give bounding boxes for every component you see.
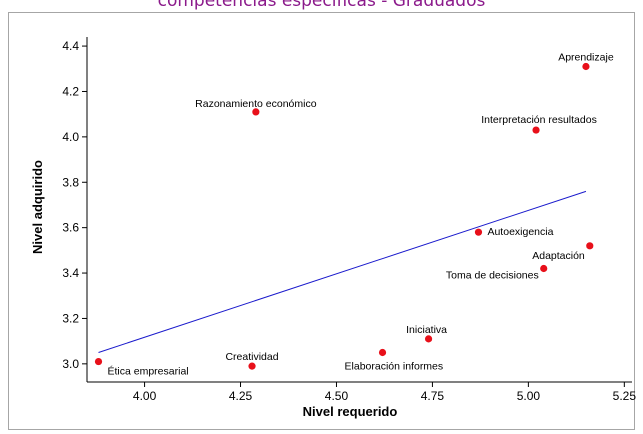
data-point-label: Toma de decisiones (446, 270, 539, 282)
points-group: Aprendizaje Razonamiento económico Interpr… (94, 52, 614, 378)
x-tick-label: 4.50 (325, 389, 349, 403)
data-point-label: Elaboración informes (345, 360, 444, 372)
axes: 4.00 4.25 4.50 4.75 5.00 5.25 3.0 3.2 3.4 3.6 3.8 4… (62, 37, 636, 403)
y-tick-label: 3.2 (62, 311, 79, 325)
x-tick-label: 5.00 (517, 389, 541, 403)
data-point-label: Autoexigencia (487, 226, 553, 238)
data-point (94, 357, 103, 366)
x-tick-label: 4.75 (421, 389, 445, 403)
y-tick-label: 3.6 (62, 221, 79, 235)
data-point (252, 108, 260, 116)
y-tick-label: 3.4 (62, 266, 79, 280)
data-point (474, 228, 483, 236)
y-tick-label: 4.4 (62, 39, 79, 53)
x-tick-label: 4.00 (133, 389, 157, 403)
data-point-label: Creatividad (225, 351, 278, 363)
data-point-label: Iniciativa (406, 324, 447, 336)
y-tick-label: 3.8 (62, 175, 79, 189)
data-point (540, 264, 548, 273)
data-point (424, 335, 433, 343)
regression-line-group (98, 190, 587, 353)
chart-title: competencias específicas - Graduados (157, 0, 486, 11)
regression-line (98, 190, 587, 353)
y-tick-label: 3.0 (62, 357, 79, 371)
y-axis-title: Nivel adquirido (30, 160, 45, 254)
data-point-label: Adaptación (532, 250, 585, 262)
data-point-label: Razonamiento económico (195, 98, 317, 110)
y-tick-label: 4.0 (62, 130, 79, 144)
x-tick-label: 4.25 (229, 389, 253, 403)
x-axis-title: Nivel requerido (303, 404, 398, 419)
y-tick-label: 4.2 (62, 84, 79, 98)
data-point (248, 362, 256, 370)
data-point (582, 62, 590, 71)
data-point (586, 242, 594, 250)
data-point-label: Aprendizaje (558, 52, 614, 64)
data-point (378, 348, 387, 357)
data-point-label: Ética empresarial (108, 365, 189, 378)
chart-frame (8, 12, 635, 430)
data-point-label: Interpretación resultados (481, 114, 597, 126)
x-tick-label: 5.25 (613, 389, 637, 403)
data-point (532, 126, 540, 134)
